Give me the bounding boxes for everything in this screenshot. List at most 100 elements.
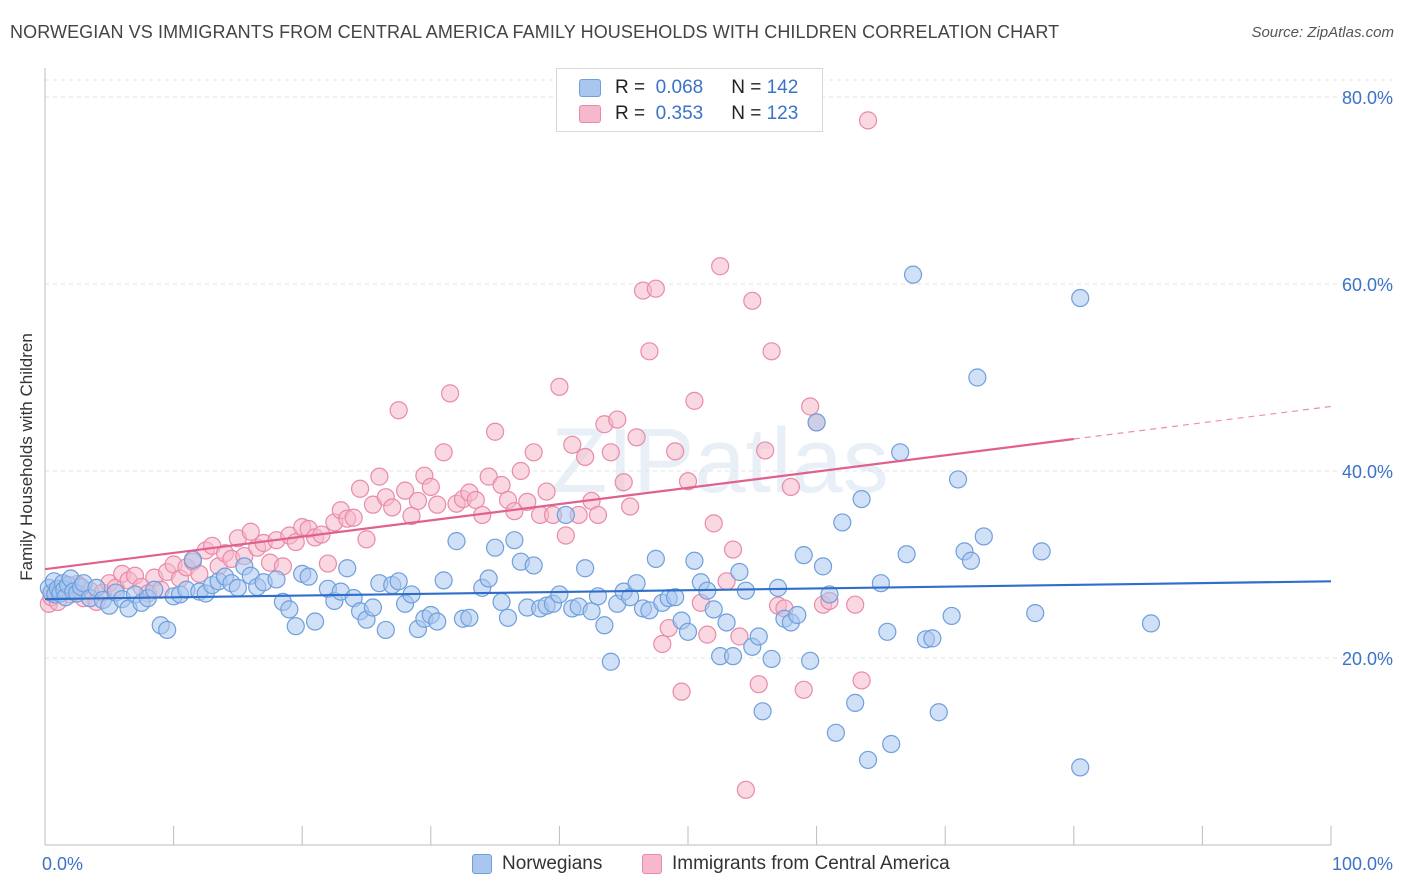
norwegian-point-31 [183,550,202,569]
norwegian-point-115 [749,627,768,646]
legend-row-immigrants: R = 0.353 N = 123 [579,101,798,127]
norwegian-point-129 [846,693,865,712]
immigrant-point-87 [588,505,608,525]
norwegian-point-126 [820,585,839,604]
legend-r-value-norwegians: 0.068 [655,77,704,98]
norwegian-point-128 [833,513,852,532]
immigrant-point-64 [440,384,460,403]
norwegian-point-77 [505,531,524,550]
norwegian-point-125 [813,557,833,576]
norwegian-point-48 [299,567,318,586]
bottom-legend-swatch-norwegians [472,854,492,874]
source-label: Source: ZipAtlas.com [1251,24,1394,41]
norwegian-point-43 [267,570,286,589]
immigrant-point-99 [666,442,685,461]
bottom-legend-label-immigrants: Immigrants from Central America [672,853,950,874]
norwegian-point-132 [871,574,891,593]
immigrant-point-81 [550,377,569,396]
norwegian-point-104 [678,622,698,641]
norwegian-point-150 [1071,758,1090,777]
immigrant-point-111 [743,291,762,310]
legend-r-label: R = [615,77,646,98]
norwegian-point-105 [685,551,704,570]
immigrant-point-119 [801,397,820,416]
norwegian-point-145 [968,368,987,387]
norwegian-point-69 [447,532,466,551]
norwegian-point-68 [434,571,453,590]
immigrant-point-102 [685,391,704,410]
norwegian-point-45 [280,600,299,619]
immigrant-point-79 [537,482,556,501]
norwegian-point-27 [158,620,177,640]
y-tick-label-1: 40.0% [1342,462,1393,482]
norwegian-point-99 [646,549,665,568]
immigrant-point-108 [723,540,743,559]
y-tick-label-3: 80.0% [1342,88,1393,108]
norwegian-point-85 [556,505,575,525]
immigrant-point-71 [486,422,505,441]
legend-r-value-immigrants: 0.353 [655,103,704,124]
norwegian-point-73 [479,569,498,588]
norwegian-point-146 [974,527,993,546]
norwegian-point-96 [627,574,646,593]
axes [44,68,1332,846]
norwegian-point-57 [363,598,383,617]
norwegian-point-75 [492,592,511,612]
immigrant-point-55 [383,498,402,517]
immigrant-point-104 [698,625,717,644]
norwegian-point-124 [807,413,826,432]
bottom-legend-label-norwegians: Norwegians [502,853,603,874]
legend-n-label: N = [731,77,762,98]
immigrant-point-62 [428,495,447,514]
norwegian-point-144 [961,551,981,570]
norwegian-point-92 [601,652,620,671]
immigrant-point-92 [621,497,640,516]
immigrant-point-76 [518,492,537,511]
norwegian-point-71 [460,608,479,627]
immigrant-point-56 [389,401,408,420]
immigrant-point-96 [646,279,665,298]
norwegian-point-61 [389,572,408,591]
immigrant-point-89 [601,443,620,462]
x-tick-label-1: 100.0% [1332,854,1393,874]
immigrant-point-58 [402,506,421,525]
immigrant-point-123 [846,595,865,614]
norwegian-point-137 [903,265,923,284]
immigrant-point-45 [318,554,338,573]
norwegian-point-46 [286,617,305,636]
norwegian-point-111 [723,647,743,666]
norwegian-point-116 [753,702,772,721]
bottom-legend-swatch-immigrants [642,854,662,874]
legend-r-label: R = [615,103,646,124]
legend-swatch-immigrants [579,105,601,123]
immigrant-point-77 [524,443,543,462]
points-immigrants [39,111,878,799]
norwegian-point-67 [428,612,447,631]
trend-line-extension-1 [1073,405,1332,440]
bottom-legend-immigrants: Immigrants from Central America [642,852,950,876]
immigrant-point-105 [704,514,723,533]
x-tick-label-0: 0.0% [42,854,83,874]
norwegian-point-117 [762,649,781,669]
norwegian-point-110 [717,613,736,632]
norwegian-point-49 [305,612,325,631]
immigrant-point-59 [408,491,428,511]
norwegian-point-133 [878,622,897,641]
legend-swatch-norwegians [579,79,601,97]
immigrant-point-93 [627,428,646,447]
y-axis-label: Family Households with Children [17,333,36,581]
immigrant-point-82 [556,526,575,545]
norwegian-point-74 [486,538,505,557]
immigrant-point-91 [614,473,633,492]
immigrant-point-109 [730,627,749,646]
immigrant-point-72 [492,475,511,495]
norwegian-point-151 [1141,614,1161,633]
immigrant-point-112 [749,675,768,694]
immigrant-point-83 [563,435,582,454]
norwegian-point-134 [882,734,901,754]
immigrant-point-106 [711,257,730,276]
norwegian-point-140 [929,703,948,722]
tick-labels: 20.0% 40.0% 60.0% 80.0% 0.0% 100.0% [42,88,1393,874]
norwegian-point-102 [666,588,685,607]
